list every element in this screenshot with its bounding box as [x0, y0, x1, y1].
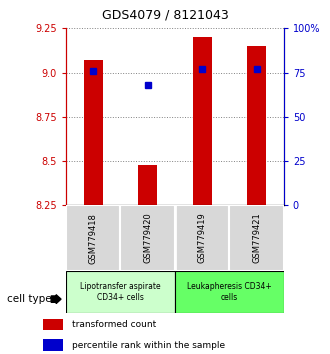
- Text: cell type: cell type: [7, 294, 51, 304]
- Text: GSM779421: GSM779421: [252, 213, 261, 263]
- Text: Leukapheresis CD34+
cells: Leukapheresis CD34+ cells: [187, 282, 272, 302]
- Bar: [175, 271, 284, 313]
- Text: Lipotransfer aspirate
CD34+ cells: Lipotransfer aspirate CD34+ cells: [80, 282, 161, 302]
- Bar: [120, 205, 175, 271]
- Text: GSM779419: GSM779419: [198, 213, 207, 263]
- Bar: [247, 46, 266, 205]
- Bar: [138, 165, 157, 205]
- Bar: [193, 37, 212, 205]
- Bar: [175, 205, 229, 271]
- Text: percentile rank within the sample: percentile rank within the sample: [72, 341, 225, 349]
- Text: GSM779420: GSM779420: [143, 213, 152, 263]
- Text: transformed count: transformed count: [72, 320, 156, 329]
- Text: GSM779418: GSM779418: [89, 213, 98, 263]
- FancyArrow shape: [51, 295, 61, 304]
- Bar: [43, 319, 63, 330]
- Bar: [43, 339, 63, 351]
- Bar: [66, 205, 120, 271]
- Bar: [229, 205, 284, 271]
- Bar: [66, 271, 175, 313]
- Text: GDS4079 / 8121043: GDS4079 / 8121043: [102, 9, 228, 22]
- Bar: [84, 60, 103, 205]
